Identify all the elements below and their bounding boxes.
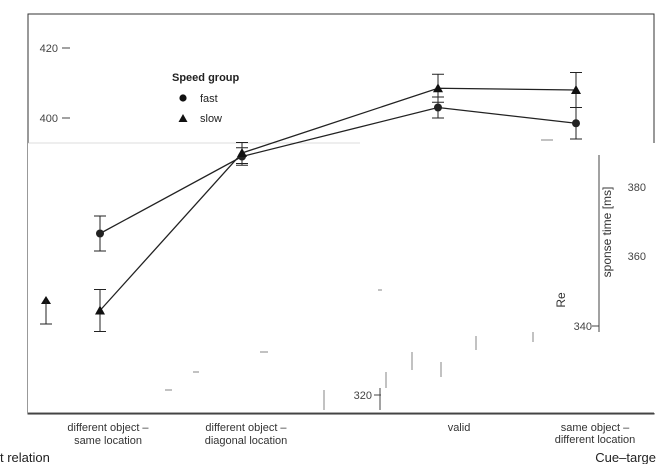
legend-slow-marker	[178, 114, 188, 122]
stray-marks	[165, 139, 553, 410]
mask-panel-middle	[28, 143, 656, 293]
y-tick-400: 400	[40, 113, 58, 125]
fast-point-1	[96, 229, 104, 238]
slow-point-4	[571, 85, 581, 94]
legend-title: Speed group	[172, 72, 240, 84]
x-category-label-4-line2: different location	[555, 434, 636, 446]
x-category-label-4-line1: same object –	[561, 422, 630, 434]
x-category-label-1-line1: different object –	[67, 422, 149, 434]
x-category-label-3: valid	[448, 422, 471, 434]
x-category-label-2-line2: diagonal location	[205, 435, 288, 447]
y-axis-label-fragment: sponse time [ms]	[600, 187, 614, 278]
x-axis-label-fragment-left: t relation	[0, 450, 50, 464]
series-slow	[40, 72, 582, 332]
y-tick-380: 380	[628, 182, 646, 194]
legend-slow-label: slow	[200, 113, 222, 125]
slow-point-1	[95, 305, 105, 315]
slow-point-2	[237, 148, 247, 157]
legend: Speed group fast slow	[172, 72, 240, 125]
fast-point-3	[434, 103, 442, 112]
slow-point-3	[433, 83, 443, 93]
fast-series-line	[99, 106, 577, 235]
y-tick-360: 360	[628, 251, 646, 263]
x-category-label-2-line1: different object –	[205, 422, 287, 434]
y-axis-label-char: Re	[554, 292, 568, 308]
y-tick-320: 320	[354, 390, 372, 402]
x-axis-label-fragment-right: Cue–targe	[595, 450, 656, 464]
mask-panel-lower	[28, 293, 656, 413]
legend-fast-label: fast	[200, 93, 218, 105]
x-category-label-1-line2: same location	[74, 435, 142, 447]
y-tick-340: 340	[574, 321, 592, 333]
slow-series-line	[99, 87, 577, 311]
legend-fast-marker	[179, 94, 187, 102]
y-tick-420: 420	[40, 43, 58, 55]
fast-point-4	[572, 119, 580, 128]
